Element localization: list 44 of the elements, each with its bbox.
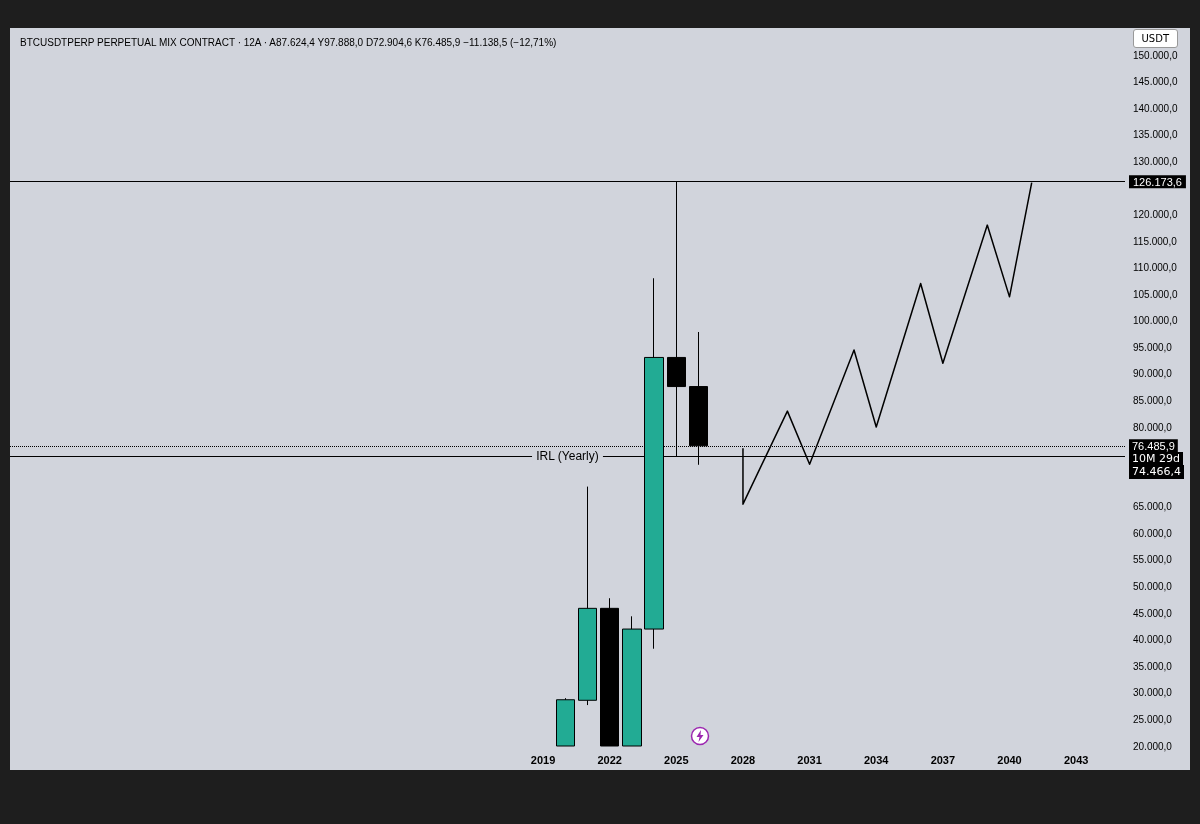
y-tick-label: 130.000,0 xyxy=(1133,155,1178,167)
x-tick-label: 2019 xyxy=(530,753,556,766)
candlestick xyxy=(622,615,642,747)
x-tick-label: 2034 xyxy=(863,753,890,766)
y-tick-label: 105.000,0 xyxy=(1133,288,1178,300)
candlestick xyxy=(578,486,597,706)
y-tick-label: 90.000,0 xyxy=(1133,368,1173,380)
y-tick-label: 100.000,0 xyxy=(1133,315,1178,327)
x-tick-label: 2028 xyxy=(730,753,756,766)
y-tick-label: 20.000,0 xyxy=(1133,740,1173,752)
chart-title: BTCUSDTPERP PERPETUAL MIX CONTRACT · 12A · A87.624,4 Y97.888,0 D72.904,6 K76.485,9 −11.138,5 (−12,71%) xyxy=(20,36,557,48)
y-tick-label: 80.000,0 xyxy=(1133,421,1173,433)
y-tick-label: 110.000,0 xyxy=(1133,262,1178,274)
y-tick-label: 140.000,0 xyxy=(1133,102,1178,114)
y-tick-label: 30.000,0 xyxy=(1133,687,1173,699)
ref-line-label: IRL (Yearly) xyxy=(536,449,599,464)
y-tick-label: 50.000,0 xyxy=(1133,581,1173,593)
y-tick-label: 40.000,0 xyxy=(1133,634,1173,646)
y-tick-label: 150.000,0 xyxy=(1133,49,1178,61)
y-tick-label: 145.000,0 xyxy=(1133,76,1178,88)
y-tick-label: 85.000,0 xyxy=(1133,395,1173,406)
x-tick-label: 2025 xyxy=(664,753,689,766)
y-tick-label: 120.000,0 xyxy=(1133,208,1178,220)
text: 10M 29d xyxy=(1129,451,1183,466)
ref-line-label: 76.485,9 xyxy=(1132,439,1175,452)
text: USDT xyxy=(1132,29,1178,48)
candlestick xyxy=(600,597,619,747)
ref-line-label: 126.173,6 xyxy=(1133,175,1182,188)
y-tick-label: 115.000,0 xyxy=(1133,235,1178,247)
y-tick-label: 95.000,0 xyxy=(1133,341,1173,353)
y-tick-label: 135.000,0 xyxy=(1133,129,1178,141)
y-tick-label: 25.000,0 xyxy=(1133,713,1173,725)
x-tick-label: 2040 xyxy=(997,753,1022,766)
y-tick-label: 65.000,0 xyxy=(1133,501,1173,513)
candlestick xyxy=(556,697,575,747)
x-tick-label: 2043 xyxy=(1063,753,1089,766)
y-tick-label: 55.000,0 xyxy=(1133,554,1173,566)
y-tick-label: 35.000,0 xyxy=(1133,660,1173,672)
x-tick-label: 2037 xyxy=(930,753,956,766)
x-tick-label: 2022 xyxy=(597,753,622,766)
text: 74.466,4 xyxy=(1129,464,1184,479)
y-tick-label: 45.000,0 xyxy=(1133,607,1173,619)
y-tick-label: 60.000,0 xyxy=(1133,527,1173,539)
x-tick-label: 2031 xyxy=(797,753,822,766)
